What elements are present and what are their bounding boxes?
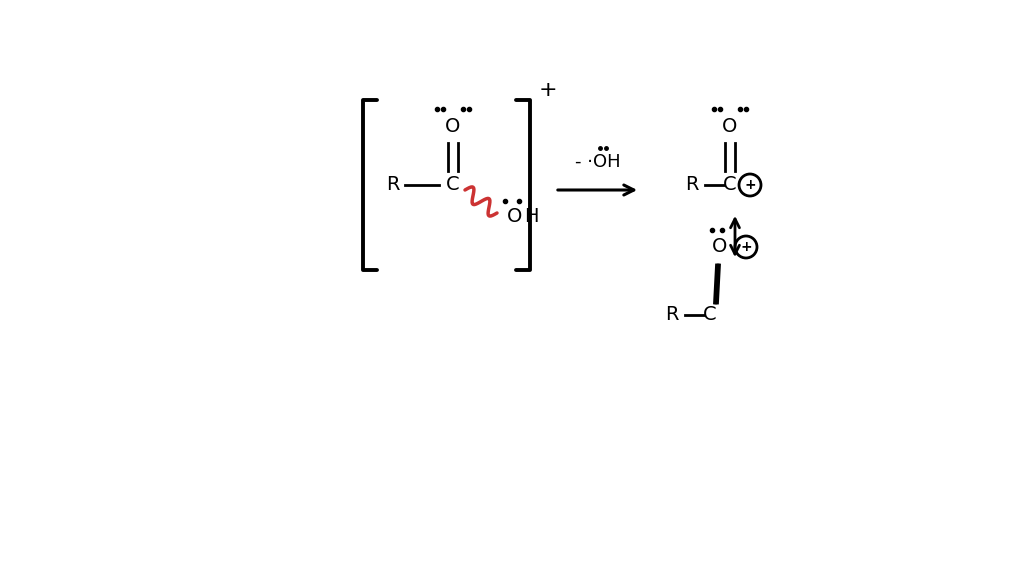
Text: C: C	[723, 176, 737, 195]
Text: C: C	[446, 176, 460, 195]
Text: O: O	[722, 118, 737, 137]
Text: +: +	[744, 178, 756, 192]
Text: C: C	[703, 305, 717, 324]
Text: O: O	[445, 118, 461, 137]
Text: +: +	[539, 80, 557, 100]
Text: R: R	[386, 176, 399, 195]
Text: O: O	[507, 207, 522, 226]
Text: O: O	[713, 237, 728, 256]
Text: R: R	[685, 176, 698, 195]
Text: +: +	[740, 240, 752, 254]
Text: R: R	[666, 305, 679, 324]
Text: - ·OH: - ·OH	[574, 153, 621, 171]
Text: H: H	[523, 207, 539, 226]
